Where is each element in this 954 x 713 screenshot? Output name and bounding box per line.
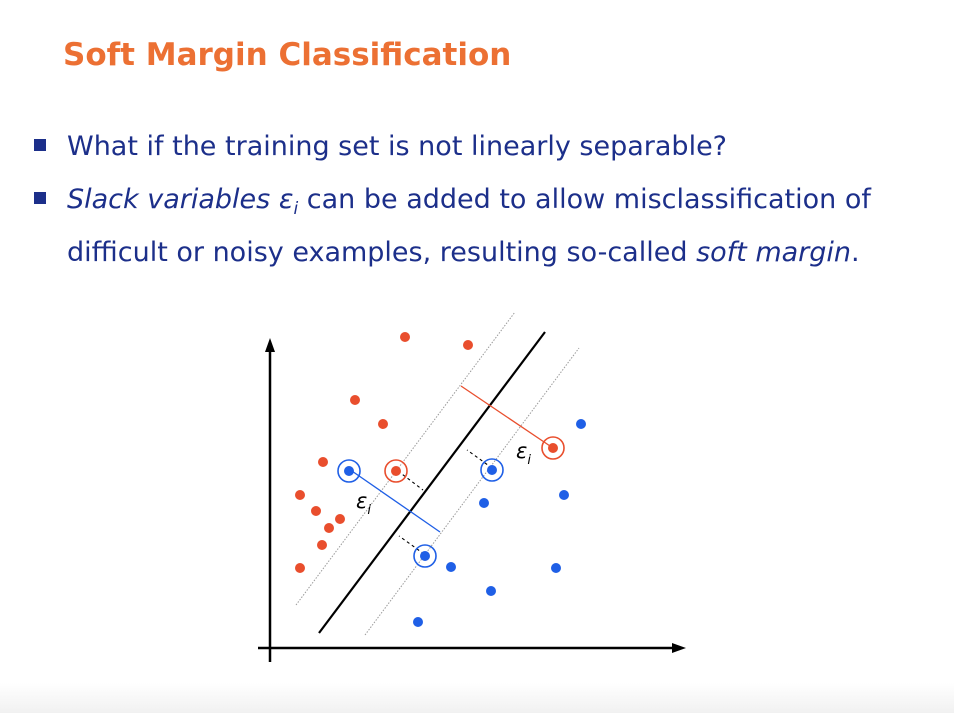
square-bullet-icon <box>34 192 46 204</box>
data-point-red <box>400 332 410 342</box>
margin-line-right <box>364 347 580 636</box>
slack-label-left: εi <box>356 489 371 518</box>
slack-label-right: εi <box>516 439 531 468</box>
circled-point-ring <box>541 436 565 460</box>
data-point-blue <box>576 419 586 429</box>
circled-point-ring <box>337 459 361 483</box>
distance-dashed-2 <box>466 449 493 469</box>
data-point-red <box>318 457 328 467</box>
slack-segment-blue <box>348 468 441 533</box>
data-point-blue <box>420 551 430 561</box>
data-point-red <box>463 340 473 350</box>
bullet-text-body: can be added to allow misclassification … <box>67 184 871 268</box>
data-point-blue-misclassified <box>487 465 497 475</box>
soft-margin-term: soft margin <box>696 237 852 268</box>
data-point-red-misclassified <box>548 443 558 453</box>
data-point-blue <box>486 586 496 596</box>
bullet-text: Slack variables εi can be added to allow… <box>67 178 927 275</box>
epsilon-symbol: ε <box>278 184 294 215</box>
square-bullet-icon <box>34 139 46 151</box>
data-point-red <box>350 395 360 405</box>
margin-line-left <box>295 311 516 606</box>
slack-segment-red <box>460 385 554 449</box>
data-point-red <box>295 563 305 573</box>
decision-boundary <box>318 331 546 634</box>
bullet-text-end: . <box>851 237 860 268</box>
data-point-red <box>317 540 327 550</box>
x-axis-arrowhead-icon <box>672 643 686 653</box>
slack-variables-term: Slack variables <box>67 184 271 215</box>
bottom-shadow <box>0 683 954 713</box>
data-point-red <box>378 419 388 429</box>
data-point-blue-misclassified <box>344 466 354 476</box>
data-point-blue <box>446 562 456 572</box>
data-point-blue <box>413 617 423 627</box>
soft-margin-diagram: εi εi <box>258 311 686 662</box>
circled-point-ring <box>413 544 437 568</box>
data-point-red <box>311 506 321 516</box>
epsilon-subscript: i <box>293 199 299 219</box>
data-point-red <box>335 514 345 524</box>
circled-point-ring <box>480 458 504 482</box>
y-axis-arrowhead-icon <box>265 338 275 352</box>
bullet-text: What if the training set is not linearly… <box>67 131 728 162</box>
distance-dashed-1 <box>397 470 424 491</box>
circled-point-ring <box>384 459 408 483</box>
data-point-red <box>295 490 305 500</box>
data-point-blue <box>551 563 561 573</box>
data-point-blue <box>559 490 569 500</box>
distance-dashed-3 <box>398 535 425 555</box>
data-point-red-misclassified <box>391 466 401 476</box>
data-point-blue <box>479 498 489 508</box>
slide-title: Soft Margin Classification <box>63 37 512 73</box>
data-point-red <box>324 523 334 533</box>
